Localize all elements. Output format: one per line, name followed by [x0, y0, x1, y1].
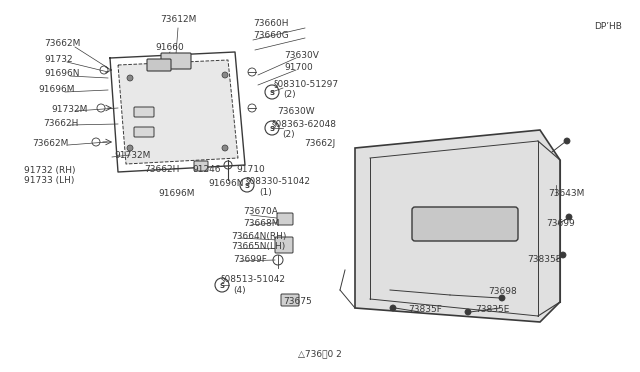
- Text: 73662H: 73662H: [144, 166, 179, 174]
- Text: 73662M: 73662M: [32, 140, 68, 148]
- Circle shape: [127, 145, 133, 151]
- Text: S: S: [244, 183, 250, 189]
- Text: 73643M: 73643M: [548, 189, 584, 199]
- Text: 91696N: 91696N: [208, 179, 243, 187]
- Text: 73835E: 73835E: [527, 254, 561, 263]
- Text: §08330-51042: §08330-51042: [246, 176, 311, 186]
- Circle shape: [566, 214, 572, 220]
- Text: 91732M: 91732M: [51, 105, 88, 113]
- FancyBboxPatch shape: [134, 107, 154, 117]
- Text: §08363-62048: §08363-62048: [272, 119, 337, 128]
- Text: §08310-51297: §08310-51297: [274, 80, 339, 89]
- Circle shape: [564, 138, 570, 144]
- Circle shape: [499, 295, 505, 301]
- Text: 73699F: 73699F: [233, 256, 267, 264]
- Circle shape: [465, 309, 471, 315]
- Text: (4): (4): [233, 285, 246, 295]
- Text: 73660H: 73660H: [253, 19, 289, 29]
- FancyBboxPatch shape: [277, 213, 293, 225]
- Polygon shape: [118, 60, 238, 164]
- Text: 73612M: 73612M: [160, 15, 196, 23]
- FancyBboxPatch shape: [275, 237, 293, 253]
- Text: (1): (1): [259, 187, 272, 196]
- Text: DP’HB: DP’HB: [594, 22, 622, 31]
- Circle shape: [390, 305, 396, 311]
- FancyBboxPatch shape: [194, 161, 208, 171]
- Circle shape: [560, 252, 566, 258]
- Text: 73662J: 73662J: [304, 140, 335, 148]
- Text: 73630W: 73630W: [277, 108, 315, 116]
- Text: 73835F: 73835F: [408, 305, 442, 314]
- Text: △736⁩0 2: △736⁩0 2: [298, 349, 342, 358]
- Text: 91246: 91246: [192, 166, 221, 174]
- Circle shape: [222, 72, 228, 78]
- FancyBboxPatch shape: [134, 127, 154, 137]
- FancyBboxPatch shape: [281, 294, 299, 306]
- Text: 91660: 91660: [155, 44, 184, 52]
- Circle shape: [127, 75, 133, 81]
- Text: 91700: 91700: [284, 62, 313, 71]
- Text: 91733 (LH): 91733 (LH): [24, 176, 74, 186]
- Text: 73664N(RH): 73664N(RH): [231, 231, 286, 241]
- FancyBboxPatch shape: [412, 207, 518, 241]
- Text: (2): (2): [283, 90, 296, 99]
- Polygon shape: [355, 130, 560, 322]
- Text: 91732M: 91732M: [114, 151, 150, 160]
- Text: 73668M: 73668M: [243, 218, 280, 228]
- Circle shape: [222, 145, 228, 151]
- Text: 73670A: 73670A: [243, 208, 278, 217]
- Text: 91696M: 91696M: [158, 189, 195, 199]
- Text: 91696N: 91696N: [44, 70, 79, 78]
- Text: 73662H: 73662H: [43, 119, 78, 128]
- FancyBboxPatch shape: [147, 59, 171, 71]
- FancyBboxPatch shape: [161, 53, 191, 69]
- Text: S: S: [269, 90, 275, 96]
- Text: §08513-51042: §08513-51042: [221, 275, 286, 283]
- Text: (2): (2): [282, 129, 294, 138]
- Text: 73630V: 73630V: [284, 51, 319, 61]
- Text: 73665N(LH): 73665N(LH): [231, 243, 285, 251]
- Text: 73662M: 73662M: [44, 39, 81, 48]
- Text: 73675: 73675: [283, 296, 312, 305]
- Text: S: S: [220, 283, 225, 289]
- Text: 73660G: 73660G: [253, 31, 289, 39]
- Text: 73698: 73698: [488, 288, 516, 296]
- Text: 91732: 91732: [44, 55, 72, 64]
- Text: 73835E: 73835E: [475, 305, 509, 314]
- Text: 91710: 91710: [236, 166, 265, 174]
- Text: 73699: 73699: [546, 218, 575, 228]
- Text: S: S: [269, 126, 275, 132]
- Text: 91732 (RH): 91732 (RH): [24, 166, 76, 174]
- Text: 91696M: 91696M: [38, 86, 74, 94]
